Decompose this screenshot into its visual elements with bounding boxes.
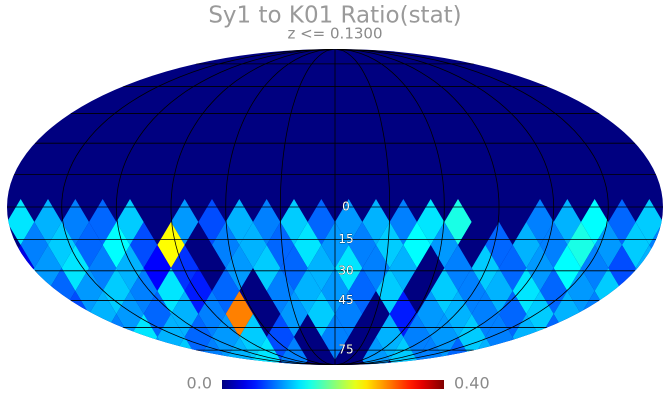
map-cell — [444, 199, 472, 245]
colorbar-label: 0.40 — [454, 374, 490, 393]
map-cell — [403, 222, 431, 268]
lat-label: 45 — [338, 293, 353, 307]
map-cell — [239, 314, 267, 360]
map-cell — [635, 291, 663, 337]
map-cell — [622, 314, 650, 360]
lat-label: 15 — [338, 232, 353, 246]
map-cell — [75, 268, 103, 314]
map-cell — [116, 245, 144, 291]
lat-label: 75 — [338, 343, 353, 357]
map-cell — [198, 245, 226, 291]
map-cell — [7, 337, 35, 365]
map-cell — [567, 268, 595, 314]
map-cell — [157, 222, 185, 268]
map-cell — [61, 245, 89, 291]
map-cell — [444, 245, 472, 291]
map-cell — [116, 199, 144, 245]
map-cell — [594, 314, 622, 360]
colorbar-label: 0.0 — [187, 374, 212, 393]
map-cell — [116, 291, 144, 337]
map-cell — [34, 199, 62, 245]
map-cell — [567, 314, 595, 360]
map-cell — [649, 268, 663, 314]
chart-title: Sy1 to K01 Ratio(stat) — [208, 3, 461, 29]
map-cell — [61, 337, 89, 365]
map-cell — [362, 245, 390, 291]
map-cell — [362, 291, 390, 337]
map-cell — [34, 337, 62, 365]
map-cell — [34, 291, 62, 337]
map-cell — [526, 245, 554, 291]
map-cell — [526, 291, 554, 337]
map-cell — [280, 291, 308, 337]
map-cell — [567, 222, 595, 268]
map-cell — [608, 199, 636, 245]
map-cell — [7, 199, 35, 245]
map-cell — [608, 337, 636, 365]
map-cell — [20, 222, 48, 268]
map-cell — [608, 245, 636, 291]
map-cell — [499, 337, 527, 365]
colorbar-labels: 0.0 0.40 — [187, 374, 490, 393]
map-cell — [635, 337, 663, 365]
map-cell — [157, 314, 185, 360]
map-cell — [403, 268, 431, 314]
map-cell — [553, 337, 581, 365]
map-cell — [75, 222, 103, 268]
map-cell — [7, 291, 35, 337]
lat-labels: 0 15 30 45 75 — [338, 199, 354, 357]
map-cell — [526, 337, 554, 365]
graticule — [7, 49, 663, 365]
map-cell — [198, 199, 226, 245]
map-cell — [48, 314, 76, 360]
map-cell — [89, 337, 117, 365]
map-cell — [608, 291, 636, 337]
map-cell — [362, 199, 390, 245]
lat-label: 30 — [338, 263, 353, 277]
map-cell — [239, 222, 267, 268]
map-cell — [239, 268, 267, 314]
map-cell — [20, 314, 48, 360]
map-cell — [116, 337, 144, 365]
map-cell — [280, 245, 308, 291]
map-cell — [444, 291, 472, 337]
map-cell — [581, 337, 609, 365]
lat-label: 0 — [342, 200, 350, 214]
map-cell — [526, 199, 554, 245]
map-cell — [143, 337, 171, 365]
map-cell — [48, 222, 76, 268]
map-cell — [198, 291, 226, 337]
map-cell — [403, 314, 431, 360]
map-cell — [280, 199, 308, 245]
map-cell — [649, 314, 663, 360]
chart-subtitle: z <= 0.1300 — [287, 25, 382, 43]
map-cell — [34, 245, 62, 291]
map-cell — [157, 268, 185, 314]
map-cell — [75, 314, 103, 360]
map-cell — [61, 199, 89, 245]
colorbar — [222, 380, 444, 389]
